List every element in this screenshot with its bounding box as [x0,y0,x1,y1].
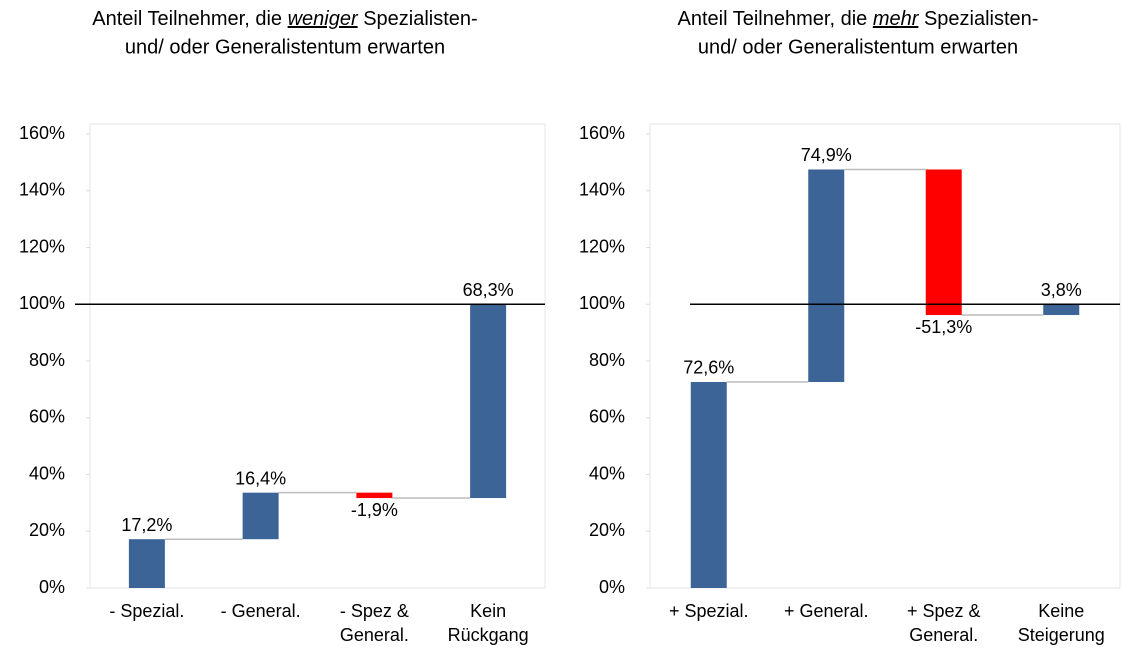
title-part: Anteil Teilnehmer, die [678,8,873,30]
title-part: Anteil Teilnehmer, die [92,8,287,30]
x-tick-label: + Spez & [907,601,981,621]
x-tick-label: Keine [1038,601,1084,621]
x-tick-label: + General. [784,601,869,621]
x-tick-label: General. [340,625,409,645]
bar [128,539,165,588]
x-tick-label: Rückgang [448,625,529,645]
value-label: 3,8% [1041,280,1082,300]
y-tick-label: 160% [579,123,625,143]
value-label: 17,2% [121,515,172,535]
bar [356,492,393,499]
y-tick-label: 80% [29,350,65,370]
x-tick-label: - Spezial. [109,601,184,621]
y-tick-label: 80% [589,350,625,370]
x-tick-label: - Spez & [340,601,409,621]
x-tick-label: - General. [221,601,301,621]
x-tick-label: General. [909,625,978,645]
value-label: -1,9% [351,500,398,520]
value-label: -51,3% [915,317,972,337]
bar [1043,304,1080,316]
title-part: Spezialisten- [918,8,1038,30]
y-tick-label: 60% [589,407,625,427]
y-tick-label: 120% [579,236,625,256]
value-label: 72,6% [683,358,734,378]
value-label: 74,9% [801,145,852,165]
y-tick-label: 0% [599,577,625,597]
y-tick-label: 140% [579,180,625,200]
chart-title: und/ oder Generalistentum erwarten [698,36,1018,58]
bar [470,304,507,499]
chart-title: und/ oder Generalistentum erwarten [125,36,445,58]
bar [242,492,279,540]
x-tick-label: + Spezial. [669,601,749,621]
bar [808,169,845,382]
y-tick-label: 20% [29,520,65,540]
plot-frame [649,123,1121,589]
value-label: 68,3% [463,280,514,300]
y-tick-label: 20% [589,520,625,540]
title-part: mehr [873,8,920,30]
y-tick-label: 40% [29,463,65,483]
value-label: 16,4% [235,468,286,488]
x-tick-label: Kein [470,601,506,621]
y-tick-label: 160% [19,123,65,143]
title-part: weniger [288,8,359,30]
chart-title: Anteil Teilnehmer, die mehr Spezialisten… [678,8,1039,30]
y-tick-label: 40% [589,463,625,483]
y-tick-label: 100% [579,293,625,313]
title-part: Spezialisten- [358,8,478,30]
y-tick-label: 100% [19,293,65,313]
y-tick-label: 60% [29,407,65,427]
y-tick-label: 0% [39,577,65,597]
y-tick-label: 140% [19,180,65,200]
y-tick-label: 120% [19,236,65,256]
plot-frame [89,123,546,589]
bar [690,381,727,588]
bar [925,169,962,316]
x-tick-label: Steigerung [1018,625,1105,645]
chart-title: Anteil Teilnehmer, die weniger Spezialis… [92,8,477,30]
